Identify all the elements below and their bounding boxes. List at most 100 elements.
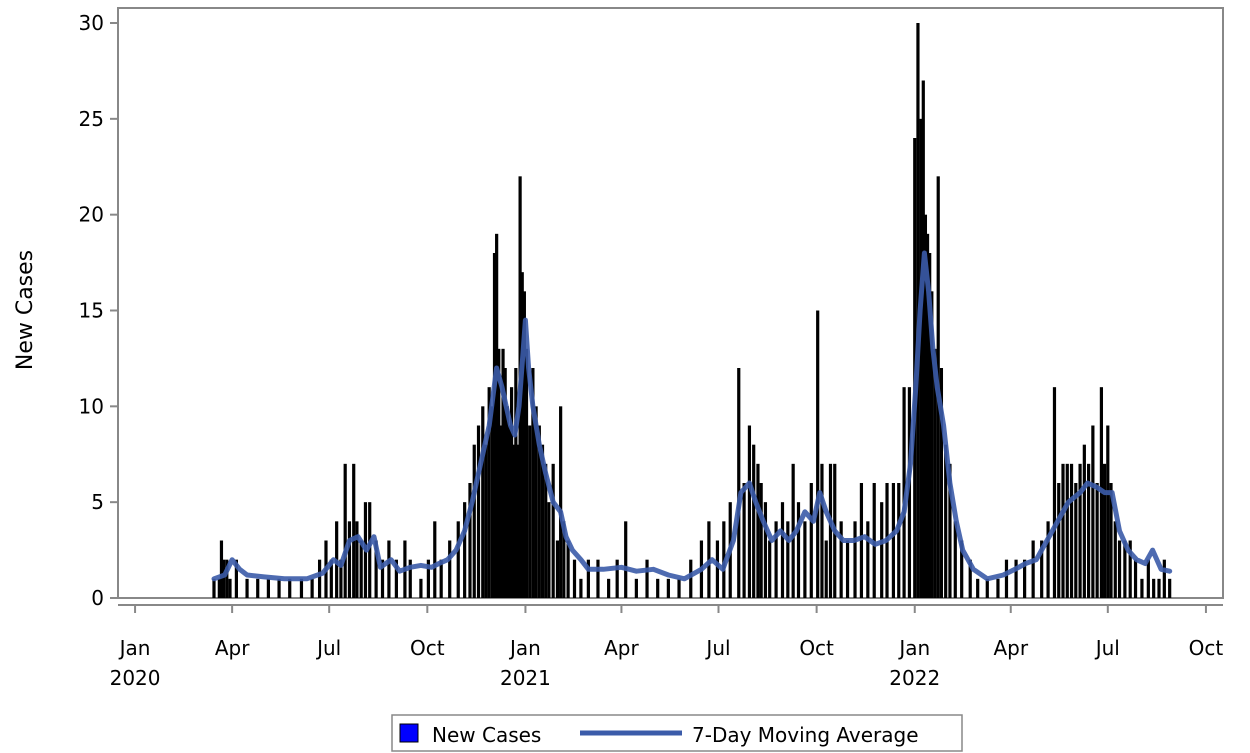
bar: [948, 463, 952, 598]
bar: [742, 483, 746, 598]
bar: [1109, 483, 1113, 598]
bar: [645, 559, 649, 598]
bar: [225, 559, 229, 598]
bar: [329, 559, 333, 598]
bar: [996, 578, 1000, 598]
bar: [1040, 540, 1044, 598]
bar: [507, 425, 512, 598]
bar: [368, 502, 372, 598]
bar: [514, 368, 518, 598]
bar: [463, 502, 467, 598]
x-tick-label: Jan: [508, 636, 541, 660]
bar: [256, 578, 260, 598]
bar: [1082, 444, 1086, 598]
bar: [933, 348, 937, 598]
bar: [824, 540, 828, 598]
bar: [579, 578, 583, 598]
x-tick-label: Apr: [215, 636, 250, 660]
bar: [228, 578, 232, 598]
bar: [217, 578, 221, 598]
bar: [656, 578, 660, 598]
bar: [845, 540, 850, 598]
bar: [492, 253, 497, 598]
bar: [923, 214, 928, 598]
bar: [752, 444, 756, 598]
bar: [522, 291, 526, 598]
bar: [212, 578, 216, 598]
bar: [763, 502, 768, 598]
bar: [791, 463, 795, 598]
bar: [891, 483, 896, 598]
bar: [1023, 559, 1027, 598]
y-tick-label: 15: [79, 299, 104, 323]
bar: [816, 310, 820, 598]
bar: [921, 80, 925, 598]
bar: [509, 387, 514, 598]
bar: [820, 463, 824, 598]
bar: [426, 559, 430, 598]
y-axis: 0 5 10 15 20 25 30: [79, 11, 118, 610]
y-axis-title: New Cases: [13, 250, 38, 370]
bar: [928, 253, 932, 598]
bar: [490, 406, 494, 598]
bar: [374, 540, 378, 598]
bar: [524, 348, 529, 598]
bar: [756, 463, 760, 598]
bar: [339, 559, 343, 598]
bar: [1128, 540, 1132, 598]
bar: [1162, 559, 1166, 598]
bar: [380, 559, 385, 598]
bar: [615, 559, 619, 598]
x-tick-label: Apr: [604, 636, 639, 660]
bar: [897, 483, 901, 598]
x-axis: Jan 2020 Apr Jul Oct Jan 2021 Apr Jul Oct Jan 2022 A…: [110, 604, 1223, 690]
bar: [555, 540, 560, 598]
bar: [976, 578, 980, 598]
bar: [586, 559, 590, 598]
bar: [234, 559, 238, 598]
moving-average-layer: [211, 250, 1173, 582]
bar: [715, 540, 720, 598]
bar: [907, 387, 912, 598]
bar: [1157, 578, 1161, 598]
bar: [666, 578, 670, 598]
bar: [689, 559, 693, 598]
bar: [607, 578, 611, 598]
bar: [1140, 578, 1144, 598]
bar: [930, 291, 934, 598]
y-tick-label: 10: [79, 394, 104, 418]
bar: [520, 272, 524, 598]
bar: [1014, 559, 1018, 598]
bar: [853, 521, 857, 598]
x-tick-label: Jan: [897, 636, 930, 660]
bar: [481, 406, 485, 598]
bar: [266, 578, 270, 598]
x-tick-label: Apr: [993, 636, 1028, 660]
bar: [985, 578, 989, 598]
y-tick-label: 25: [79, 107, 104, 131]
bar: [624, 521, 628, 598]
bar: [439, 559, 443, 598]
bar: [939, 368, 944, 598]
bar: [925, 233, 930, 599]
bar: [472, 444, 476, 598]
bar: [352, 463, 356, 598]
bar: [528, 425, 532, 598]
bar: [516, 444, 520, 598]
bar: [512, 444, 516, 598]
x-tick-label: Oct: [410, 636, 445, 660]
bar: [317, 559, 322, 598]
bar: [245, 578, 249, 598]
x-tick-year-label: 2020: [110, 666, 161, 690]
bar: [1123, 540, 1127, 598]
x-tick-year-label: 2021: [500, 666, 551, 690]
bar: [774, 521, 778, 598]
bar: [487, 387, 491, 598]
legend-label-moving-average: 7-Day Moving Average: [692, 723, 919, 747]
bar: [347, 521, 352, 598]
bar: [540, 444, 545, 598]
bar: [1078, 463, 1082, 598]
bar: [355, 521, 359, 598]
bar: [1057, 483, 1061, 598]
bar: [1031, 540, 1035, 598]
